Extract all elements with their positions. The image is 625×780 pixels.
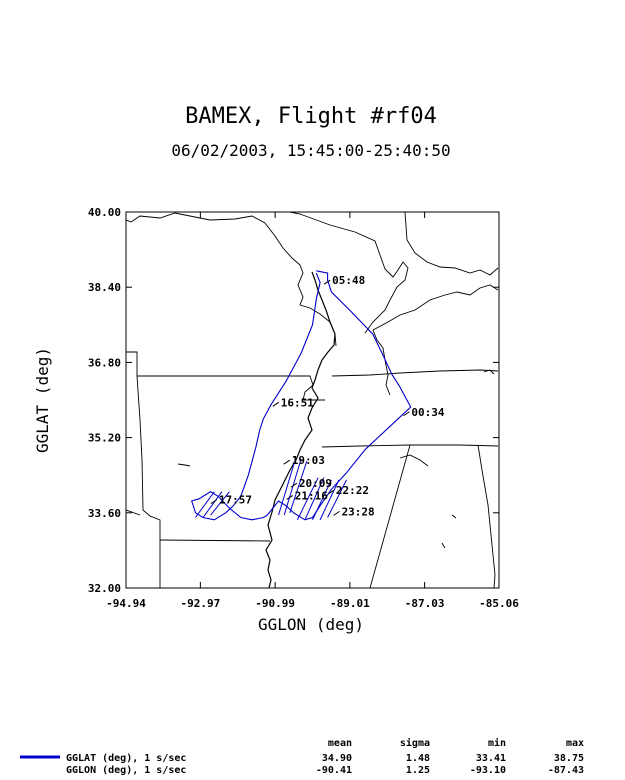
- survey-leg: [202, 491, 223, 518]
- chart-title: BAMEX, Flight #rf04: [185, 104, 437, 129]
- lake-small-4: [441, 542, 446, 549]
- state-border-ms-al: [369, 444, 411, 589]
- time-annotation: 23:28: [342, 505, 375, 518]
- state-border-ok-tx: [125, 509, 141, 516]
- stat-gglon-max: -87.43: [548, 765, 584, 776]
- x-tick-label: -85.06: [479, 597, 519, 610]
- x-tick-label: -92.97: [180, 597, 220, 610]
- survey-leg: [210, 491, 230, 516]
- y-tick-label: 33.60: [88, 507, 121, 520]
- annotation-tick: [283, 459, 291, 465]
- annotation-tick: [327, 489, 335, 495]
- state-border-al-ga: [477, 444, 496, 589]
- y-tick-label: 40.00: [88, 206, 121, 219]
- time-annotation: 17:57: [219, 494, 252, 507]
- stats-legend: mean sigma min max GGLAT (deg), 1 s/sec …: [20, 737, 584, 776]
- stat-gglon-sigma: 1.25: [406, 765, 430, 776]
- mississippi-river: [265, 271, 336, 589]
- annotation-tick: [290, 482, 298, 488]
- chart-subtitle: 06/02/2003, 15:45:00-25:40:50: [171, 141, 450, 160]
- flight-track: [191, 270, 412, 521]
- stat-header-min: min: [488, 737, 506, 749]
- state-border-mo-west: [126, 351, 138, 376]
- time-annotation: 20:09: [299, 477, 332, 490]
- annotation-tick: [272, 401, 280, 407]
- track-series-line: [191, 270, 412, 521]
- x-tick-label: -87.03: [405, 597, 445, 610]
- survey-leg: [195, 491, 215, 518]
- time-annotation: 21:16: [295, 489, 328, 502]
- survey-leg: [304, 477, 325, 521]
- lake: [399, 454, 429, 467]
- y-tick-label: 35.20: [88, 432, 121, 445]
- x-tick-label: -90.99: [255, 597, 295, 610]
- annotation-tick: [286, 494, 294, 500]
- x-tick-label: -94.94: [106, 597, 146, 610]
- state-border-ne: [289, 211, 409, 334]
- time-annotation: 22:22: [336, 484, 369, 497]
- stat-row-name-gglat: GGLAT (deg), 1 s/sec: [66, 753, 186, 764]
- stat-header-max: max: [566, 738, 584, 749]
- state-border-ky-tn: [331, 369, 499, 377]
- lake-small-2: [483, 369, 495, 375]
- state-border-ar-west: [136, 375, 161, 588]
- stat-gglon-min: -93.10: [470, 765, 506, 776]
- lake-small-1: [177, 463, 191, 467]
- stat-gglat-min: 33.41: [476, 753, 506, 764]
- state-border-river-ohio: [372, 284, 499, 331]
- annotation-tick: [210, 499, 218, 505]
- stat-gglat-max: 38.75: [554, 753, 584, 764]
- survey-leg: [319, 479, 340, 521]
- stat-header-mean: mean: [328, 738, 352, 749]
- annotation-tick: [323, 279, 331, 285]
- survey-leg: [289, 460, 308, 513]
- stat-header-sigma: sigma: [400, 737, 430, 749]
- time-annotation: 00:34: [411, 406, 444, 419]
- x-tick-label: -89.01: [330, 597, 370, 610]
- plot-area: [125, 211, 500, 589]
- time-annotation: 05:48: [332, 274, 365, 287]
- survey-leg: [296, 477, 319, 521]
- x-axis-label: GGLON (deg): [258, 615, 364, 634]
- stat-gglat-sigma: 1.48: [406, 753, 430, 764]
- annotation-tick: [403, 411, 410, 417]
- y-tick-label: 38.40: [88, 281, 121, 294]
- x-axis: -94.94 -92.97 -90.99 -89.01 -87.03 -85.06: [106, 212, 519, 610]
- lake-small-3: [451, 514, 457, 519]
- time-annotation: 16:51: [281, 396, 314, 409]
- annotation-tick: [333, 510, 340, 516]
- stat-gglat-mean: 34.90: [322, 753, 352, 764]
- y-tick-label: 36.80: [88, 356, 121, 369]
- survey-leg: [283, 458, 302, 516]
- survey-leg: [312, 479, 332, 521]
- state-border-ar-la: [159, 539, 271, 542]
- time-annotation: 19:03: [292, 454, 325, 467]
- basemap: [125, 211, 499, 589]
- stat-gglon-mean: -90.41: [316, 765, 352, 776]
- y-tick-label: 32.00: [88, 582, 121, 595]
- state-border-mo-ar: [137, 375, 325, 401]
- state-border-north: [125, 212, 337, 347]
- state-border-top-right: [404, 211, 499, 276]
- stat-row-name-gglon: GGLON (deg), 1 s/sec: [66, 765, 186, 776]
- survey-leg: [327, 479, 347, 518]
- survey-leg: [278, 458, 296, 516]
- y-axis: 32.00 33.60 35.20 36.80 38.40 40.00: [88, 206, 499, 595]
- y-axis-label: GGLAT (deg): [33, 347, 52, 453]
